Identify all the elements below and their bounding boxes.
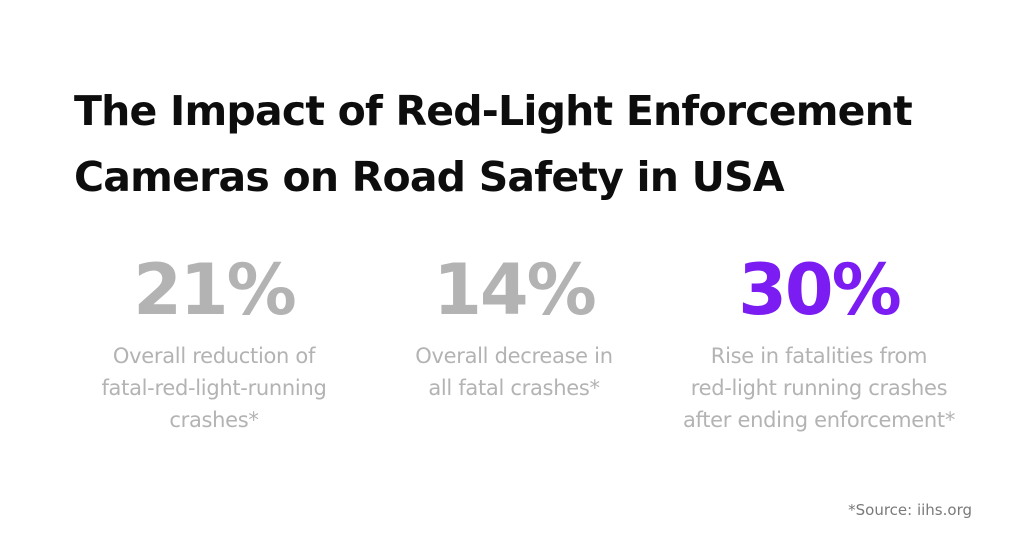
stat-description-line: Rise in fatalities from: [710, 344, 928, 368]
stat-description-line: all fatal crashes*: [428, 376, 600, 400]
stat-fatal-crash-decrease: 14% Overall decrease in all fatal crashe…: [366, 248, 662, 404]
stat-value: 21%: [133, 249, 297, 331]
stat-description-line: after ending enforcement*: [682, 408, 956, 432]
title-line-1: The Impact of Red-Light Enforcement: [74, 87, 913, 135]
stat-fatality-rise: 30% Rise in fatalities from red-light ru…: [654, 248, 984, 436]
stat-fatal-red-light-crash-reduction: 21% Overall reduction of fatal-red-light…: [66, 248, 362, 436]
stat-value: 14%: [433, 249, 597, 331]
stat-description: Overall decrease in all fatal crashes*: [366, 340, 662, 404]
stat-description: Rise in fatalities from red-light runnin…: [654, 340, 984, 436]
stat-description-line: crashes*: [169, 408, 259, 432]
stat-description-line: Overall decrease in: [415, 344, 613, 368]
source-note: *Source: iihs.org: [848, 501, 972, 519]
stat-description-line: fatal-red-light-running: [101, 376, 327, 400]
stat-description-line: Overall reduction of: [112, 344, 316, 368]
stat-description-line: red-light running crashes: [690, 376, 948, 400]
stat-description: Overall reduction of fatal-red-light-run…: [66, 340, 362, 436]
page-title: The Impact of Red-Light Enforcement Came…: [74, 78, 954, 210]
title-line-2: Cameras on Road Safety in USA: [74, 153, 785, 201]
stat-value-highlight: 30%: [738, 249, 902, 331]
